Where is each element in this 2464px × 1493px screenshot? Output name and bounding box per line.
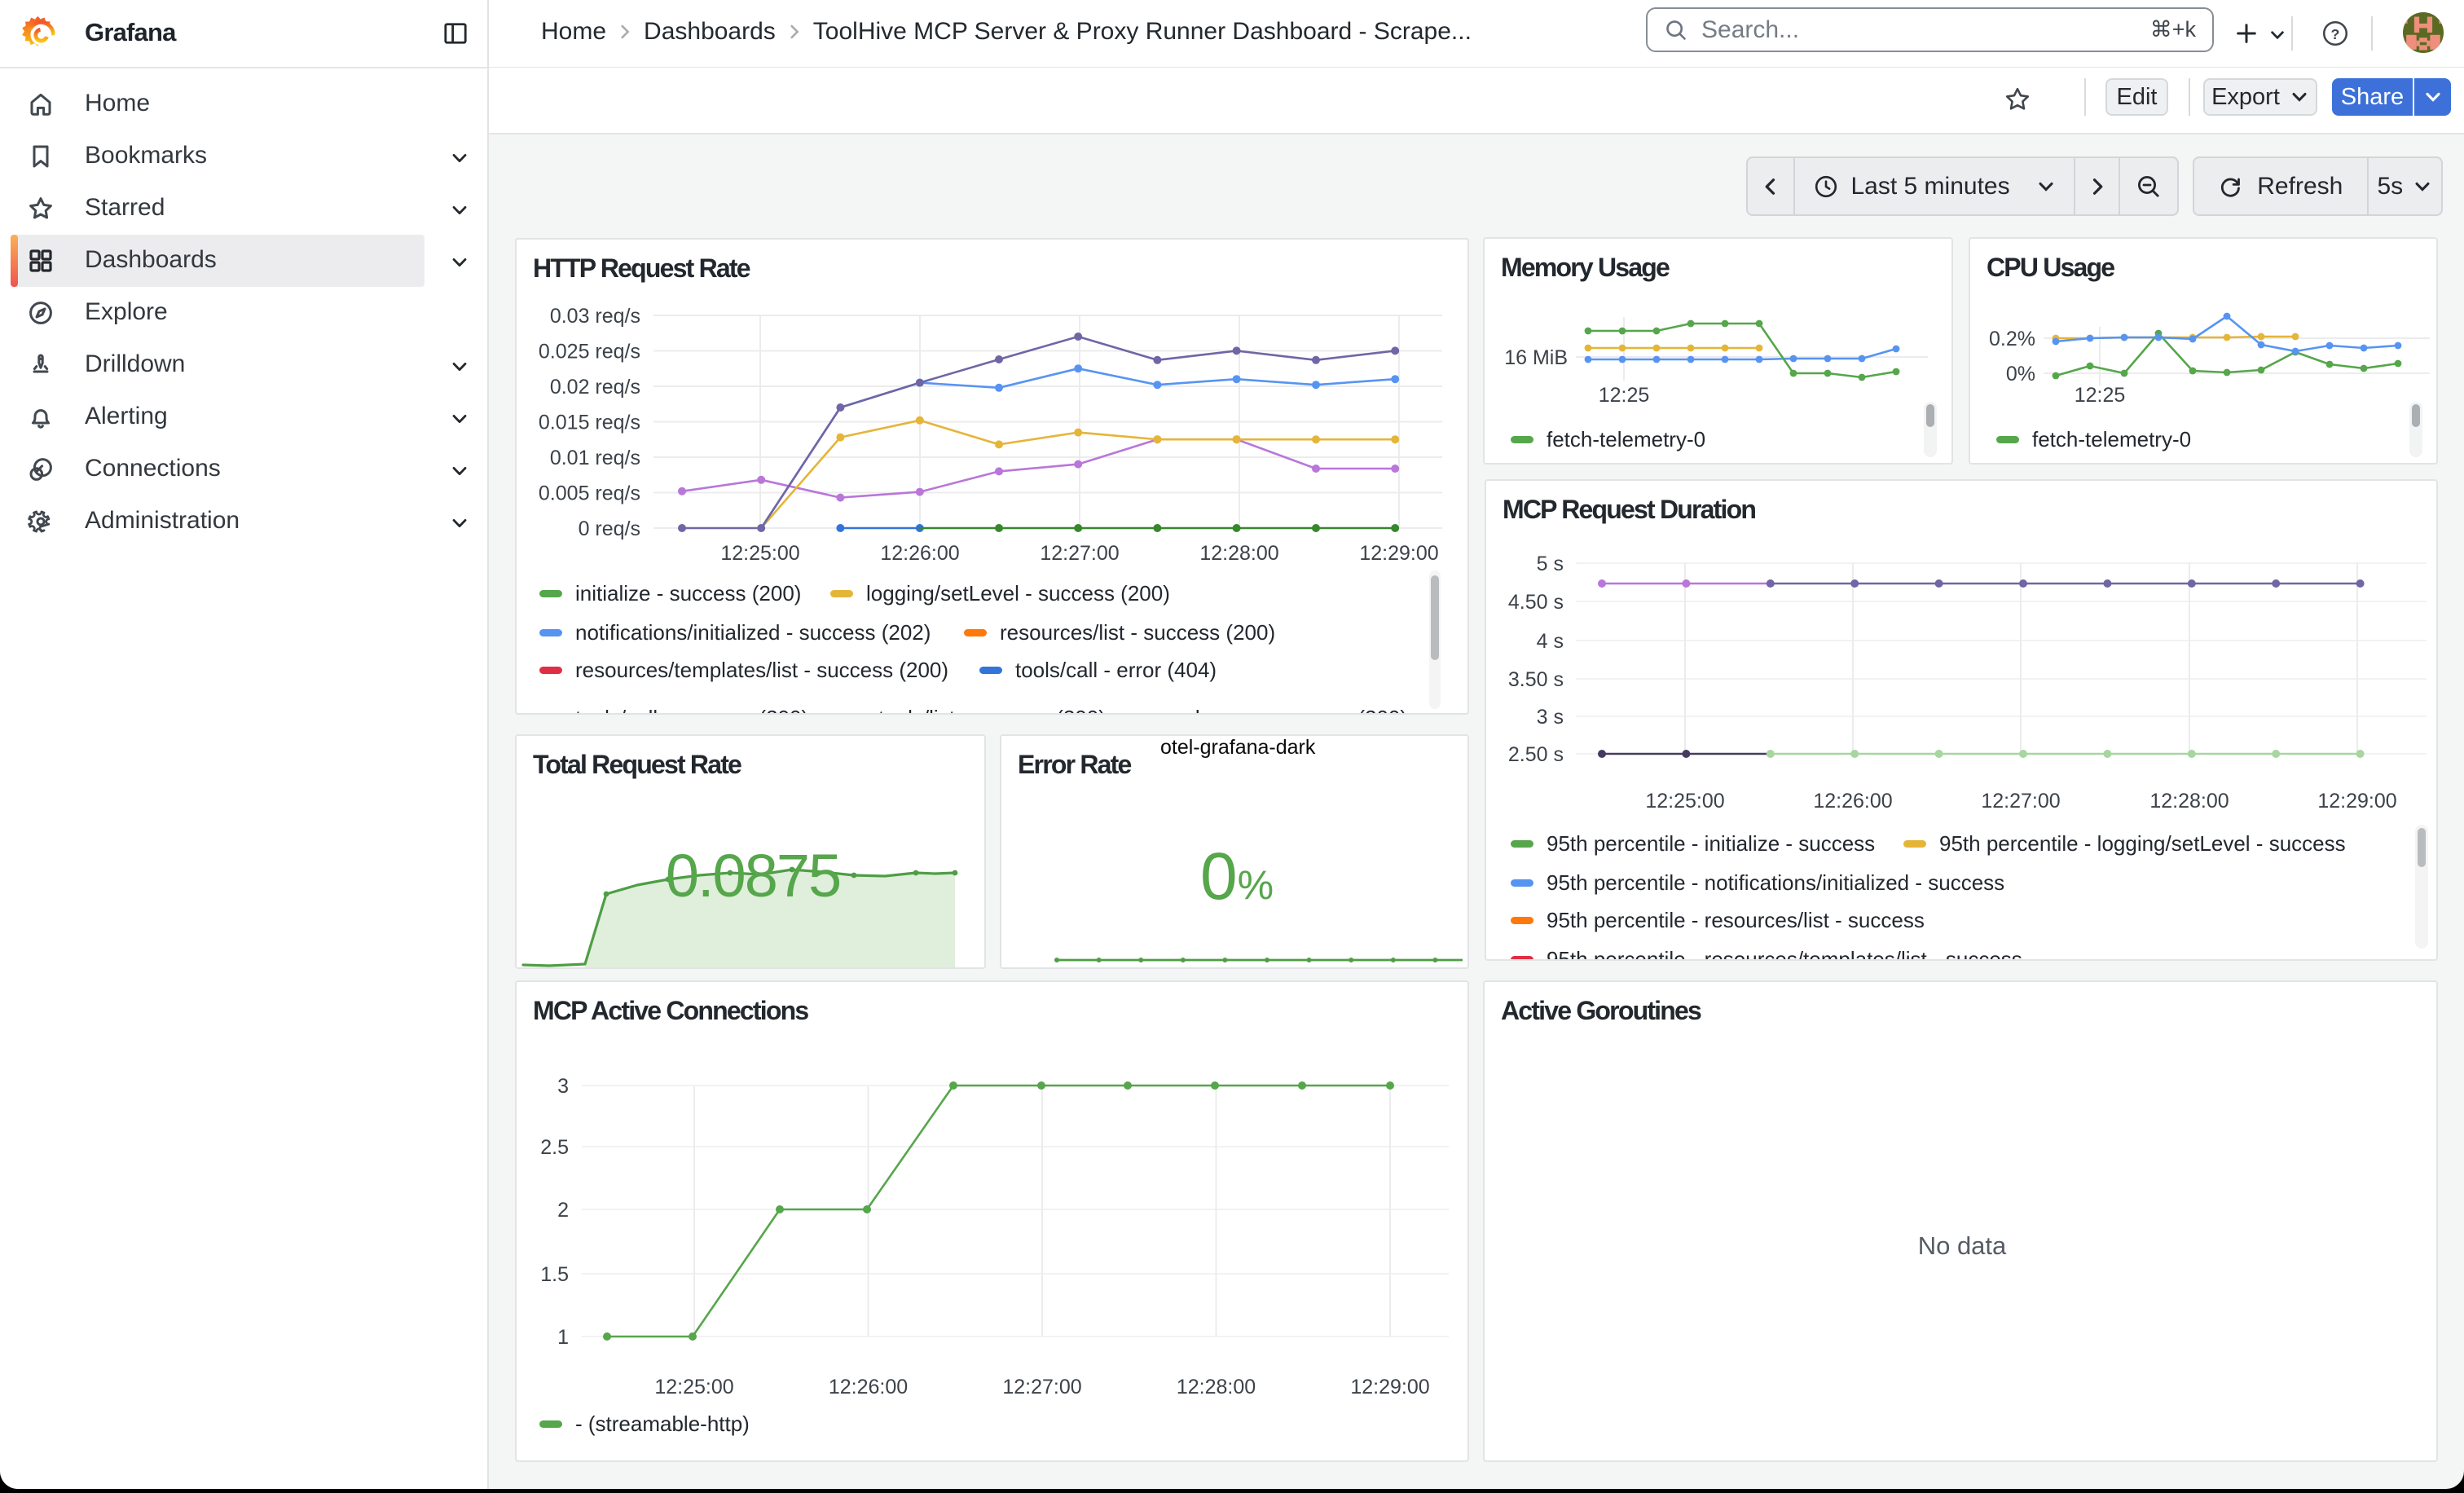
svg-text:4 s: 4 s [1537, 630, 1564, 653]
svg-text:12:28:00: 12:28:00 [1177, 1376, 1256, 1398]
svg-text:12:25: 12:25 [2075, 384, 2126, 407]
svg-text:0.02 req/s: 0.02 req/s [550, 376, 640, 399]
svg-text:2: 2 [557, 1199, 569, 1222]
svg-text:12:29:00: 12:29:00 [2317, 790, 2396, 813]
svg-text:16 MiB: 16 MiB [1504, 346, 1568, 369]
svg-text:0 req/s: 0 req/s [579, 517, 640, 540]
svg-text:12:29:00: 12:29:00 [1359, 542, 1438, 565]
svg-text:12:25:00: 12:25:00 [1645, 790, 1724, 813]
svg-text:1.5: 1.5 [540, 1263, 569, 1286]
svg-text:2.5: 2.5 [540, 1136, 569, 1159]
svg-text:0.025 req/s: 0.025 req/s [539, 341, 640, 363]
svg-text:12:26:00: 12:26:00 [829, 1376, 908, 1398]
svg-text:12:29:00: 12:29:00 [1350, 1376, 1429, 1398]
svg-text:12:25:00: 12:25:00 [720, 542, 799, 565]
svg-text:12:26:00: 12:26:00 [1813, 790, 1892, 813]
svg-text:0.005 req/s: 0.005 req/s [539, 482, 640, 505]
svg-text:12:27:00: 12:27:00 [1002, 1376, 1081, 1398]
svg-text:12:28:00: 12:28:00 [1199, 542, 1278, 565]
svg-text:12:25: 12:25 [1599, 384, 1650, 407]
svg-text:3: 3 [557, 1075, 569, 1098]
svg-text:5 s: 5 s [1537, 553, 1564, 575]
svg-text:?: ? [2331, 26, 2340, 42]
svg-text:3 s: 3 s [1537, 706, 1564, 729]
svg-text:4.50 s: 4.50 s [1508, 591, 1564, 614]
svg-text:2.50 s: 2.50 s [1508, 743, 1564, 766]
svg-text:0%: 0% [2006, 363, 2035, 385]
svg-text:12:25:00: 12:25:00 [654, 1376, 733, 1398]
svg-text:0.03 req/s: 0.03 req/s [550, 305, 640, 328]
svg-text:0.015 req/s: 0.015 req/s [539, 412, 640, 434]
svg-text:3.50 s: 3.50 s [1508, 668, 1564, 691]
svg-text:12:27:00: 12:27:00 [1040, 542, 1119, 565]
svg-text:12:28:00: 12:28:00 [2149, 790, 2229, 813]
svg-text:0.01 req/s: 0.01 req/s [550, 447, 640, 469]
svg-text:12:26:00: 12:26:00 [880, 542, 959, 565]
svg-text:12:27:00: 12:27:00 [1981, 790, 2060, 813]
svg-text:0.2%: 0.2% [1989, 328, 2035, 350]
svg-text:1: 1 [557, 1326, 569, 1349]
